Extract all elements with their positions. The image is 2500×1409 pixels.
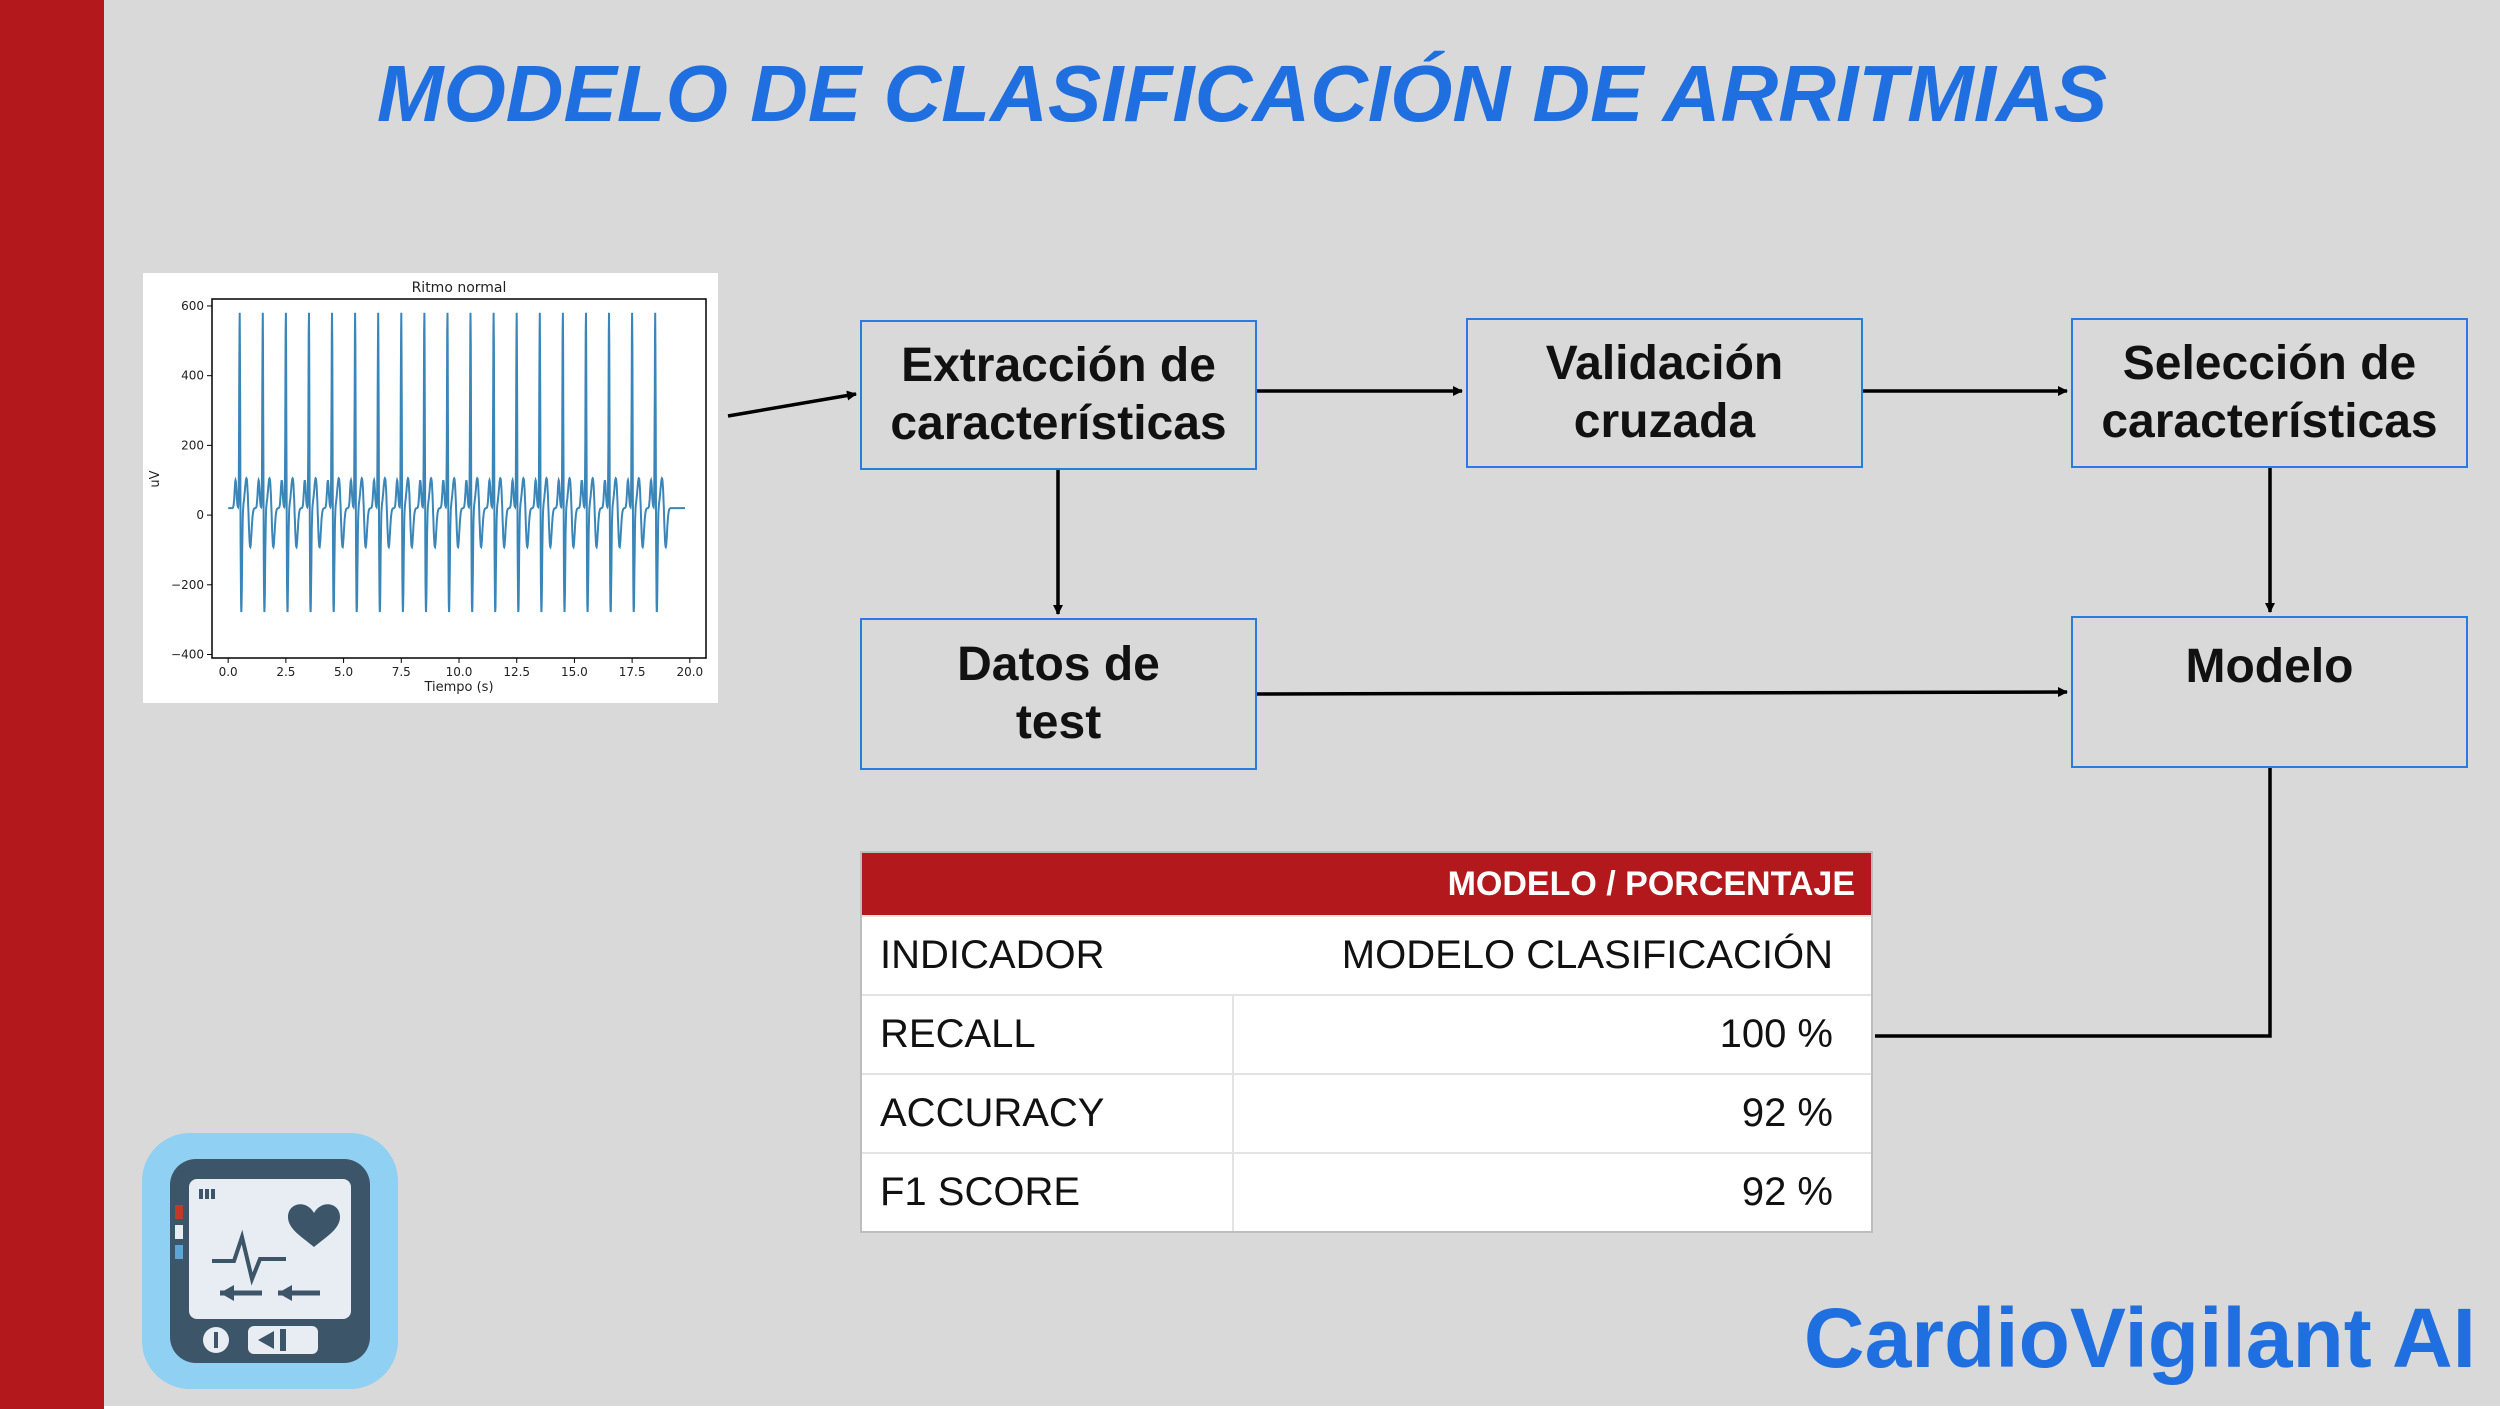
metric-value: 92 % <box>1232 1075 1871 1152</box>
metric-label: RECALL <box>880 1012 1036 1056</box>
node-modelo: Modelo <box>2071 616 2468 768</box>
node-validacion: Validación cruzada <box>1466 318 1863 468</box>
page-title: MODELO DE CLASIFICACIÓN DE ARRITMIAS <box>376 49 2108 138</box>
node-extraccion-label: Extracción de características <box>890 339 1227 450</box>
x-tick-label: 0.0 <box>219 665 238 679</box>
heart-monitor-icon <box>142 1133 398 1389</box>
y-tick-label: −200 <box>171 578 204 592</box>
node-seleccion-label: Selección de características <box>2101 337 2438 448</box>
metric-value: 100 % <box>1232 996 1871 1073</box>
edge-modelo-to-table <box>1875 768 2272 1038</box>
brand-name: CardioVigilant AI <box>1803 1291 2476 1385</box>
metric-value: 92 % <box>1232 1154 1871 1231</box>
metrics-row-f1-score: F1 SCORE 92 % <box>862 1152 1871 1231</box>
x-tick-label: 2.5 <box>276 665 295 679</box>
metrics-row-accuracy: ACCURACY 92 % <box>862 1073 1871 1152</box>
node-datos-test-label: Datos de test <box>957 638 1160 749</box>
edge-chart-to-extraccion <box>727 390 857 418</box>
y-tick-label: 200 <box>181 438 204 452</box>
x-tick-label: 17.5 <box>619 665 646 679</box>
column-modelo-clasificacion: MODELO CLASIFICACIÓN <box>1341 933 1833 977</box>
ecg-chart: Ritmo normal Tiempo (s) uV 0.0 2.5 5.0 7.5 1… <box>143 273 718 703</box>
y-tick-label: 0 <box>196 508 204 522</box>
x-tick-label: 15.0 <box>561 665 588 679</box>
metric-label: F1 SCORE <box>880 1170 1081 1214</box>
x-tick-label: 5.0 <box>334 665 353 679</box>
x-tick-label: 20.0 <box>676 665 703 679</box>
metric-label: ACCURACY <box>880 1091 1105 1135</box>
y-tick-label: 600 <box>181 299 204 313</box>
node-seleccion: Selección de características <box>2071 318 2468 468</box>
node-modelo-label: Modelo <box>2185 640 2354 693</box>
node-validacion-label: Validación cruzada <box>1545 337 1784 448</box>
metrics-table: MODELO / PORCENTAJE INDICADOR MODELO CLA… <box>860 851 1873 1233</box>
ecg-series-line <box>228 312 685 613</box>
x-tick-label: 12.5 <box>503 665 530 679</box>
y-tick-label: −400 <box>171 648 204 662</box>
bottom-strip <box>104 1406 2500 1409</box>
x-axis-label: Tiempo (s) <box>423 680 493 695</box>
y-tick-label: 400 <box>181 369 204 383</box>
metrics-table-header: MODELO / PORCENTAJE <box>862 853 1871 915</box>
ecg-chart-svg: Ritmo normal Tiempo (s) uV 0.0 2.5 5.0 7.5 1… <box>148 280 707 695</box>
node-extraccion: Extracción de características <box>860 320 1257 470</box>
y-axis-label: uV <box>148 470 163 487</box>
metrics-row-recall: RECALL 100 % <box>862 994 1871 1073</box>
x-tick-label: 7.5 <box>392 665 411 679</box>
left-accent-bar <box>0 0 104 1409</box>
edge-datos-test-to-modelo <box>1256 687 2068 698</box>
x-tick-label: 10.0 <box>446 665 473 679</box>
chart-title: Ritmo normal <box>412 280 507 296</box>
node-datos-test: Datos de test <box>860 618 1257 770</box>
column-indicador: INDICADOR <box>880 933 1105 977</box>
metrics-column-row: INDICADOR MODELO CLASIFICACIÓN <box>862 915 1871 994</box>
